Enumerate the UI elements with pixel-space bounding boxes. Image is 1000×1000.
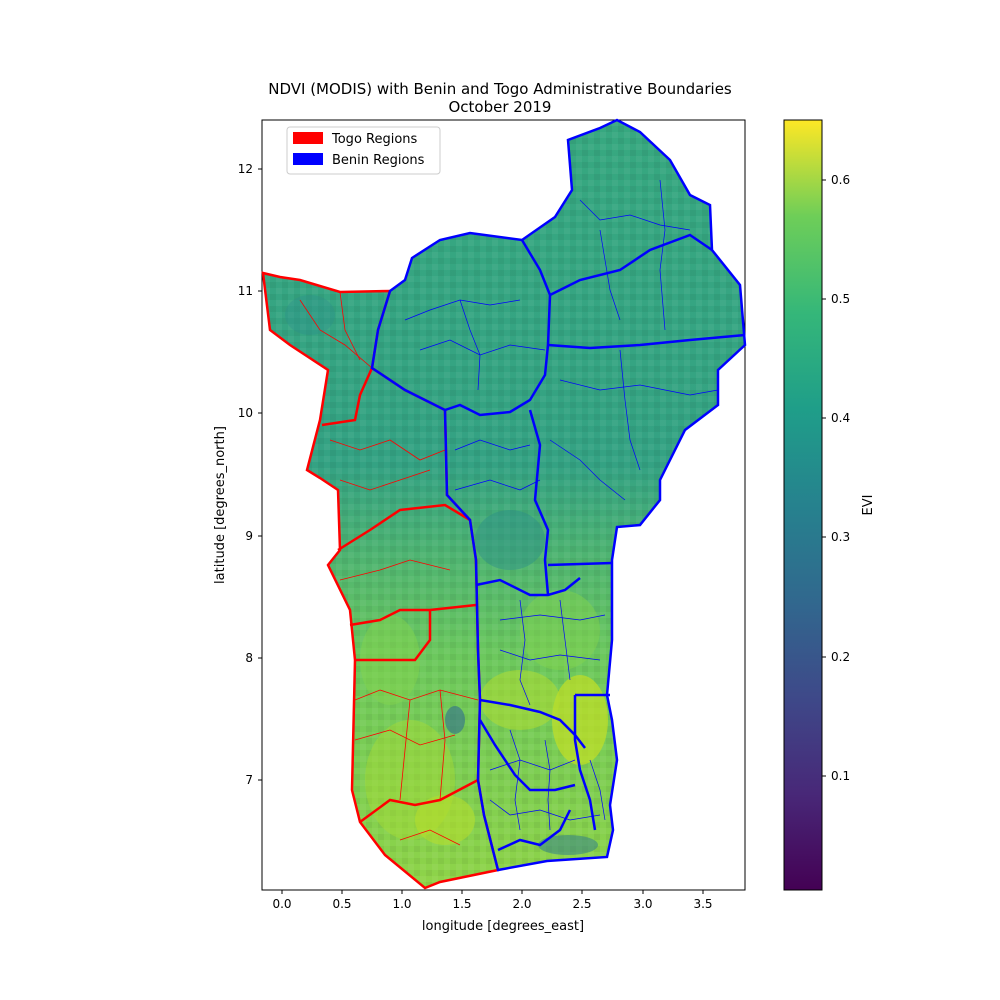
chart-subtitle: October 2019 [448, 98, 552, 116]
legend-item-togo: Togo Regions [293, 132, 418, 147]
svg-text:0.6: 0.6 [831, 173, 850, 187]
benin-region-border-6 [547, 561, 613, 567]
colorbar-tick: 0.2 [822, 650, 850, 664]
x-tick: 1.5 [452, 890, 472, 911]
y-axis-label: latitude [degrees_north] [213, 426, 228, 584]
svg-text:2.5: 2.5 [572, 897, 591, 911]
y-tick: 8 [245, 651, 262, 665]
svg-text:0.0: 0.0 [272, 897, 291, 911]
colorbar-label: EVI [861, 495, 876, 516]
y-tick: 12 [238, 162, 262, 176]
x-tick: 0.0 [272, 890, 292, 911]
colorbar-tick: 0.5 [822, 292, 850, 306]
togo-region-border-5 [359, 778, 479, 824]
benin-region-border-8 [478, 719, 576, 792]
x-tick: 3.0 [633, 890, 653, 911]
colorbar-gradient [783, 119, 823, 891]
chart-title: NDVI (MODIS) with Benin and Togo Adminis… [268, 80, 732, 98]
benin-region-border-11 [497, 809, 572, 852]
togo-region-border-4 [355, 610, 432, 662]
x-tick: 1.0 [392, 890, 412, 911]
colorbar-tick: 0.3 [822, 530, 850, 544]
x-axis-label: longitude [degrees_east] [422, 919, 584, 934]
legend-box [286, 126, 441, 175]
y-tick: 10 [238, 406, 262, 420]
svg-text:1.0: 1.0 [392, 897, 411, 911]
svg-text:10: 10 [238, 406, 253, 420]
y-axis: 7 8 9 10 11 12 latitude [degrees_north] [213, 162, 262, 787]
legend: Togo Regions Benin Regions [286, 126, 441, 175]
benin-region-border-10 [573, 695, 597, 831]
svg-text:0.5: 0.5 [831, 292, 850, 306]
svg-text:0.1: 0.1 [831, 769, 850, 783]
svg-text:2.0: 2.0 [512, 897, 531, 911]
svg-text:12: 12 [238, 162, 253, 176]
x-tick: 0.5 [332, 890, 352, 911]
benin-region-border-2 [549, 233, 713, 297]
x-tick: 2.5 [572, 890, 592, 911]
svg-text:1.5: 1.5 [452, 897, 471, 911]
colorbar-tick: 0.4 [822, 411, 850, 425]
benin-region-border-5 [475, 577, 581, 597]
y-tick: 11 [238, 284, 262, 298]
svg-text:7: 7 [245, 773, 253, 787]
svg-text:0.4: 0.4 [831, 411, 850, 425]
benin-region-border-7 [479, 698, 586, 749]
benin-region-border-3 [547, 333, 746, 350]
svg-text:8: 8 [245, 651, 253, 665]
y-tick: 7 [245, 773, 262, 787]
y-tick: 9 [245, 529, 262, 543]
ndvi-map [263, 120, 745, 888]
legend-item-benin: Benin Regions [293, 153, 425, 168]
togo-region-border-1 [321, 367, 374, 427]
svg-text:0.2: 0.2 [831, 650, 850, 664]
svg-text:0.5: 0.5 [332, 897, 351, 911]
togo-district-lines [299, 291, 479, 846]
x-tick: 3.5 [693, 890, 713, 911]
benin-region-border-4 [528, 409, 550, 596]
togo-region-border-2 [337, 503, 471, 552]
benin-region-border-1 [444, 239, 552, 417]
legend-swatch-benin [293, 153, 323, 165]
svg-text:9: 9 [245, 529, 253, 543]
togo-region-border-3 [349, 603, 477, 627]
colorbar-ticks: 0.1 0.2 0.3 0.4 0.5 0.6 [822, 173, 850, 783]
benin-outline [370, 118, 747, 872]
svg-text:Benin Regions: Benin Regions [332, 153, 425, 168]
colorbar: 0.1 0.2 0.3 0.4 0.5 0.6 EVI [783, 119, 876, 891]
svg-text:3.5: 3.5 [693, 897, 712, 911]
svg-text:0.3: 0.3 [831, 530, 850, 544]
svg-text:3.0: 3.0 [633, 897, 652, 911]
svg-text:Togo Regions: Togo Regions [331, 132, 418, 147]
benin-regions [370, 118, 747, 872]
legend-swatch-togo [293, 132, 323, 144]
benin-district-lines [404, 179, 719, 831]
colorbar-tick: 0.1 [822, 769, 850, 783]
colorbar-tick: 0.6 [822, 173, 850, 187]
x-tick: 2.0 [512, 890, 532, 911]
svg-text:11: 11 [238, 284, 253, 298]
x-axis: 0.0 0.5 1.0 1.5 2.0 2.5 3.0 3.5 longitud… [272, 890, 713, 934]
